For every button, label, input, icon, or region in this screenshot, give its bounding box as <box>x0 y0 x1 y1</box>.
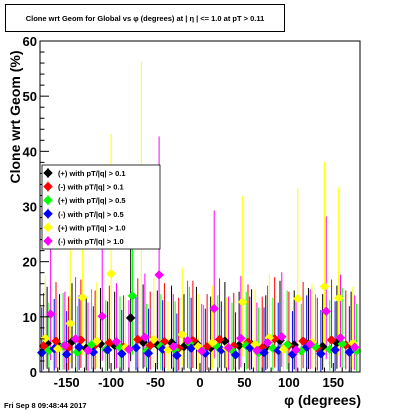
data-point-series-3 <box>74 342 84 353</box>
data-point-series-5 <box>70 334 81 344</box>
data-point-series-5 <box>223 342 234 353</box>
legend-marker <box>43 168 53 178</box>
data-point-series-4 <box>177 329 188 340</box>
data-point-series-5 <box>335 332 346 343</box>
data-point-series-3 <box>330 345 340 355</box>
x-tick-label: 50 <box>237 375 251 390</box>
data-point-series-3 <box>172 350 182 361</box>
data-point-series-4 <box>92 336 102 346</box>
legend-label: (+) with pT/|q| > 0.5 <box>58 196 126 205</box>
legend-marker <box>43 181 53 192</box>
chart-title: Clone wrt Geom for Global vs φ (degrees)… <box>5 4 285 32</box>
y-tick-label: 10 <box>23 310 37 325</box>
data-point-series-5 <box>154 270 164 280</box>
data-point-series-3 <box>316 348 326 359</box>
data-point-series-0 <box>125 313 136 323</box>
data-point-series-5 <box>276 331 287 342</box>
data-point-series-5 <box>291 345 301 355</box>
data-point-series-5 <box>182 335 193 346</box>
data-point-series-5 <box>349 342 360 353</box>
data-point-series-4 <box>77 292 88 303</box>
data-point-series-3 <box>102 345 113 355</box>
data-point-series-5 <box>140 332 150 343</box>
data-point-series-4 <box>237 297 248 307</box>
legend-box <box>41 164 161 250</box>
x-tick-label: 150 <box>322 375 344 390</box>
data-point-series-4 <box>148 334 159 345</box>
x-tick-label: -100 <box>98 375 124 390</box>
data-point-series-3 <box>143 348 154 359</box>
data-point-series-5 <box>252 345 262 356</box>
y-tick-label: 30 <box>23 200 37 215</box>
y-tick-label: 50 <box>23 89 37 104</box>
data-point-series-5 <box>45 309 56 319</box>
x-axis-label: φ (degrees) <box>284 392 361 408</box>
data-point-series-4 <box>292 293 303 304</box>
y-tick-label: 60 <box>23 34 37 49</box>
legend-label: (+) with pT/|q| > 1.0 <box>58 223 126 232</box>
data-point-series-5 <box>111 336 122 347</box>
data-point-series-5 <box>97 311 108 322</box>
data-point-series-1 <box>51 336 61 346</box>
data-point-series-5 <box>83 345 93 356</box>
legend-label: (+) with pT/|q| > 0.1 <box>58 169 126 178</box>
data-point-series-4 <box>40 333 51 344</box>
x-tick-label: -50 <box>146 375 165 390</box>
legend-marker <box>43 208 53 219</box>
x-tick-label: 0 <box>196 375 203 390</box>
data-point-series-4 <box>106 268 116 279</box>
data-point-series-4 <box>65 318 76 329</box>
data-point-series-5 <box>60 340 70 351</box>
legend-label: (-) with pT/|q| > 0.1 <box>58 183 124 192</box>
data-point-series-4 <box>319 281 330 292</box>
data-point-series-1 <box>326 335 337 345</box>
data-point-series-1 <box>214 334 225 345</box>
legend: (+) with pT/|q| > 0.1 (-) with pT/|q| > 0… <box>41 164 161 250</box>
data-point-series-5 <box>305 339 316 350</box>
data-point-series-5 <box>209 303 220 314</box>
data-point-series-5 <box>236 333 246 344</box>
data-markers <box>36 235 362 361</box>
data-point-series-5 <box>262 337 273 348</box>
data-point-series-4 <box>278 344 289 355</box>
data-point-series-3 <box>131 342 141 353</box>
data-point-series-3 <box>344 347 355 357</box>
data-point-series-5 <box>168 341 179 352</box>
y-tick-label: 0 <box>30 365 37 380</box>
data-point-series-3 <box>230 350 241 360</box>
data-point-series-4 <box>333 293 344 303</box>
legend-marker <box>43 195 53 206</box>
x-tick-label: 100 <box>278 375 300 390</box>
y-tick-label: 20 <box>23 255 37 270</box>
footer-timestamp: Fri Sep 8 09:48:44 2017 <box>4 401 87 410</box>
axes: -150 -100 -50 0 50 100 150 0 10 20 30 40 50 60 <box>23 34 361 390</box>
legend-label: (-) with pT/|q| > 1.0 <box>58 237 124 246</box>
data-point-series-5 <box>196 346 207 356</box>
data-point-series-1 <box>298 336 308 346</box>
data-point-series-3 <box>116 348 127 359</box>
legend-label: (-) with pT/|q| > 0.5 <box>58 210 124 219</box>
data-point-series-4 <box>52 343 63 354</box>
data-point-series-3 <box>61 349 72 360</box>
y-tick-label: 40 <box>23 144 37 159</box>
data-point-series-4 <box>207 337 218 348</box>
legend-marker <box>43 236 53 246</box>
x-tick-label: -150 <box>54 375 80 390</box>
legend-marker <box>43 222 53 233</box>
data-point-series-5 <box>321 306 332 317</box>
data-point-series-2 <box>127 291 138 301</box>
data-point-series-5 <box>124 344 134 355</box>
y-axis-label: Clone wrt Geom (%) <box>7 50 23 183</box>
